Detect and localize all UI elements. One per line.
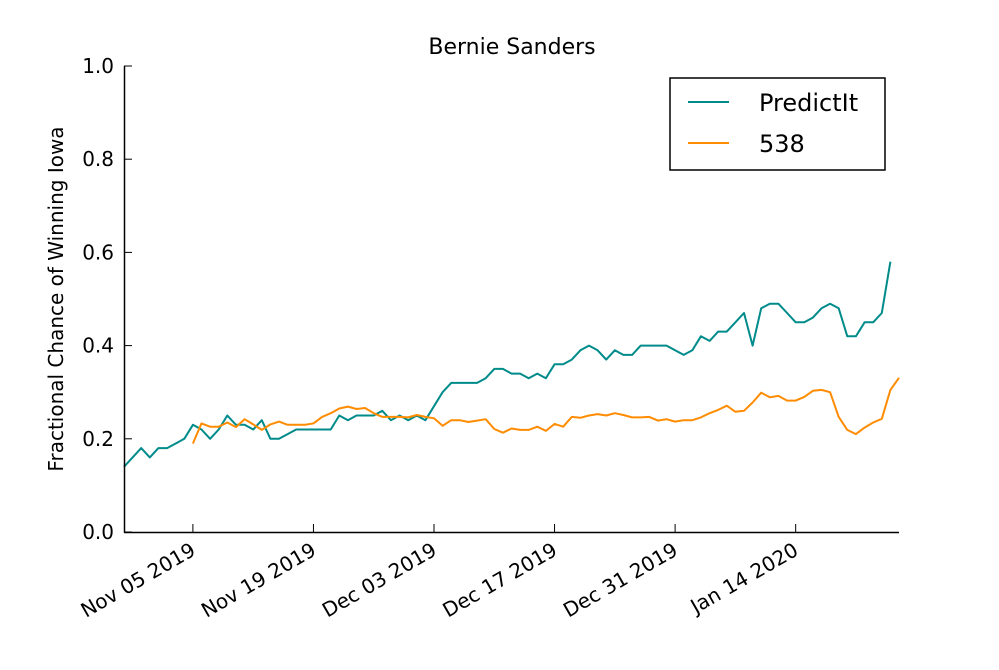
series-line-538 xyxy=(191,377,900,444)
y-tick-label: 0.6 xyxy=(82,240,114,264)
x-tick-label: Nov 19 2019 xyxy=(197,538,320,623)
y-tick-label: 1.0 xyxy=(82,54,114,78)
axes xyxy=(123,66,899,534)
legend-frame xyxy=(669,77,886,171)
series-layer xyxy=(123,261,900,468)
x-tick-label: Dec 03 2019 xyxy=(318,538,441,623)
x-tick-label: Dec 17 2019 xyxy=(438,538,561,623)
y-tick-label: 0.4 xyxy=(82,334,114,358)
x-tick-label: Jan 14 2020 xyxy=(685,538,803,620)
y-tick-label: 0.8 xyxy=(82,147,114,171)
legend-label-538: 538 xyxy=(759,130,805,158)
y-tick-label: 0.0 xyxy=(82,520,114,544)
legend-label-predictit: PredictIt xyxy=(759,89,858,117)
series-line-predictit xyxy=(123,261,892,468)
legend: PredictIt 538 xyxy=(669,77,886,171)
y-tick-label: 0.2 xyxy=(82,427,114,451)
y-axis-label: Fractional Chance of Winning Iowa xyxy=(44,126,68,471)
chart-title: Bernie Sanders xyxy=(428,35,595,60)
x-tick-label: Nov 05 2019 xyxy=(76,538,199,623)
x-tick-label: Dec 31 2019 xyxy=(559,538,682,623)
y-ticks: 0.0 0.2 0.4 0.6 0.8 1.0 xyxy=(82,54,132,544)
